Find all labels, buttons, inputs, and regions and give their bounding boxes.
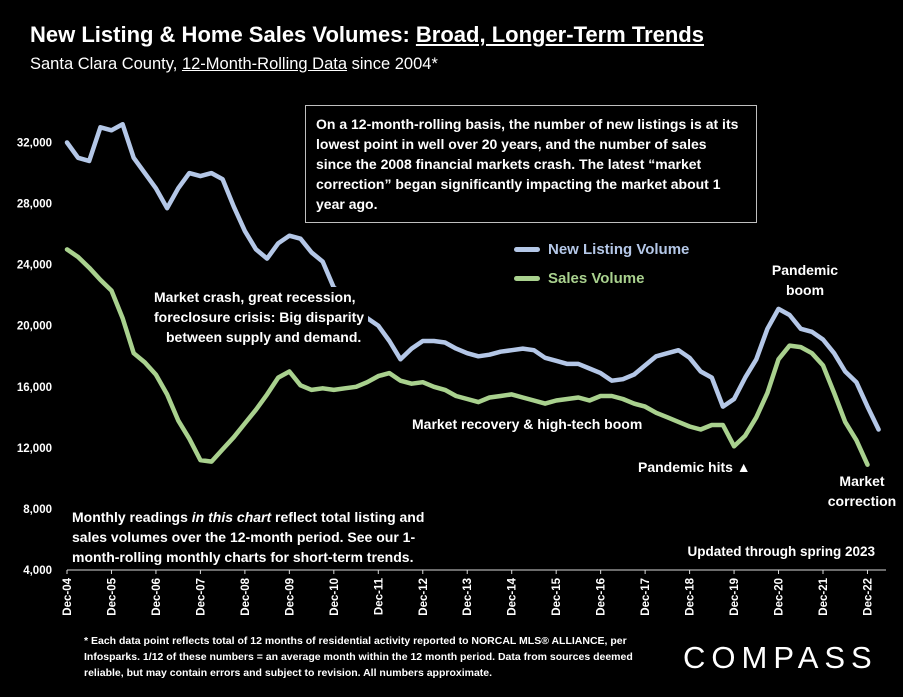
- title-underlined: Broad, Longer-Term Trends: [415, 22, 704, 47]
- chart-subtitle: Santa Clara County, 12-Month-Rolling Dat…: [30, 55, 438, 74]
- updated-label: Updated through spring 2023: [687, 544, 875, 559]
- x-tick-label: Dec-05: [106, 577, 118, 615]
- compass-logo: COMPASS: [683, 640, 878, 675]
- footnote: * Each data point reflects total of 12 m…: [84, 635, 633, 679]
- x-tick-label: Dec-12: [418, 578, 430, 616]
- x-tick-label: Dec-18: [685, 577, 697, 615]
- note-part-2: in this chart: [191, 509, 272, 525]
- x-tick-label: Dec-06: [151, 578, 163, 616]
- legend-new-listing: New Listing Volume: [514, 241, 689, 258]
- x-tick-label: Dec-07: [195, 578, 207, 616]
- series-line-sales: [64, 247, 870, 467]
- x-tick-label: Dec-09: [284, 578, 296, 616]
- y-tick-label: 24,000: [17, 260, 52, 272]
- chart-title: New Listing & Home Sales Volumes: Broad,…: [30, 22, 704, 48]
- x-tick-label: Dec-14: [507, 577, 519, 615]
- y-tick-label: 16,000: [17, 382, 52, 394]
- y-tick-label: 8,000: [23, 504, 52, 516]
- subtitle-underlined: 12-Month-Rolling Data: [181, 55, 348, 73]
- crash-line-2: foreclosure crisis: Big disparity: [154, 309, 365, 325]
- legend-label-sales: Sales Volume: [548, 270, 645, 287]
- legend-swatch-sales: [514, 276, 540, 281]
- annotation-pandemic-hits: Pandemic hits ▲: [638, 459, 751, 475]
- correction-line-1: Market: [839, 473, 885, 489]
- y-tick-label: 20,000: [17, 321, 52, 333]
- series-line-new-listing: [64, 121, 881, 432]
- chart-note: Monthly readings in this chart reflect t…: [62, 507, 457, 567]
- x-tick-label: Dec-15: [551, 577, 563, 615]
- subtitle-suffix: since 2004*: [347, 55, 438, 73]
- title-prefix: New Listing & Home Sales Volumes:: [30, 22, 416, 47]
- y-tick-label: 12,000: [17, 443, 52, 455]
- legend-label-listing: New Listing Volume: [548, 241, 690, 258]
- crash-line-3: between supply and demand.: [166, 329, 362, 345]
- chart-lines: [64, 121, 881, 467]
- annotation-pandemic-boom: Pandemic boom: [770, 260, 840, 300]
- x-tick-label: Dec-04: [62, 577, 74, 615]
- callout-box: On a 12-month-rolling basis, the number …: [305, 105, 757, 223]
- x-tick-label: Dec-16: [596, 578, 608, 616]
- x-tick-label: Dec-21: [818, 577, 830, 615]
- annotation-market-correction: Market correction: [822, 471, 902, 511]
- legend-swatch-listing: [514, 247, 540, 252]
- x-tick-label: Dec-08: [240, 577, 252, 615]
- legend-sales: Sales Volume: [514, 270, 644, 287]
- x-tick-label: Dec-17: [640, 578, 652, 616]
- y-tick-label: 4,000: [23, 565, 52, 577]
- y-tick-label: 32,000: [17, 138, 52, 150]
- x-tick-label: Dec-20: [774, 578, 786, 616]
- note-part-1: Monthly readings: [72, 509, 192, 525]
- x-tick-label: Dec-10: [329, 578, 341, 616]
- boom-line-2: boom: [785, 282, 825, 298]
- annotation-market-crash: Market crash, great recession, foreclosu…: [150, 287, 369, 347]
- crash-line-1: Market crash, great recession,: [154, 289, 356, 305]
- annotation-recovery: Market recovery & high-tech boom: [412, 416, 643, 432]
- x-tick-label: Dec-22: [862, 578, 874, 616]
- subtitle-prefix: Santa Clara County,: [30, 55, 182, 73]
- y-tick-label: 28,000: [17, 199, 52, 211]
- x-tick-label: Dec-19: [729, 578, 741, 616]
- x-tick-label: Dec-11: [373, 577, 385, 615]
- note-part-3: reflect total listing and sales volumes …: [72, 509, 425, 565]
- correction-line-2: correction: [827, 493, 897, 509]
- boom-line-1: Pandemic: [771, 262, 839, 278]
- chart-axes: 4,000 8,000 12,000 16,000 20,000 24,000 28,000…: [17, 138, 886, 616]
- x-tick-label: Dec-13: [462, 578, 474, 616]
